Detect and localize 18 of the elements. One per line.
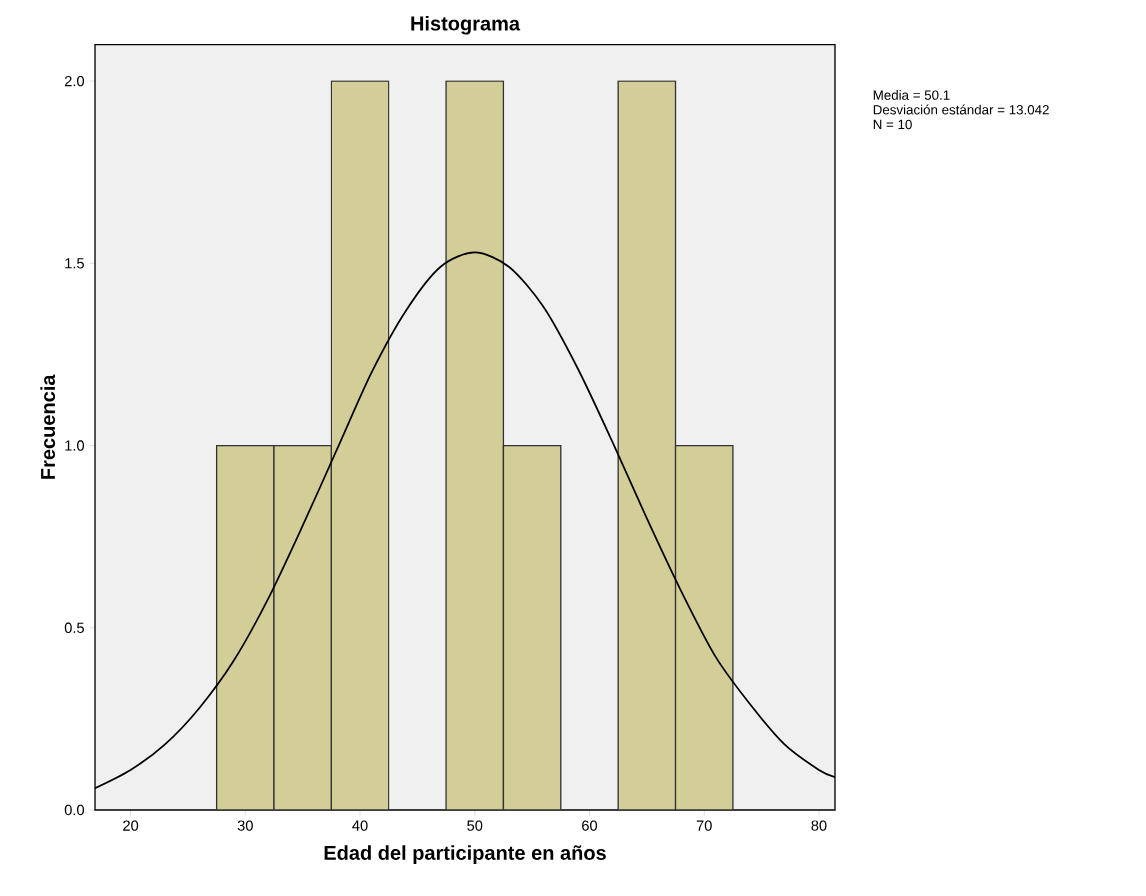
y-tick-label: 1.0	[65, 440, 85, 451]
y-tick-label: 0.5	[64, 622, 84, 633]
y-tick-label: 2.0	[64, 75, 85, 87]
x-tick-label: 40	[352, 820, 368, 831]
text: Desviación estándar = 13.042	[873, 104, 1049, 115]
y-axis-title: Frecuencia	[40, 374, 56, 479]
chart-title: Histograma	[411, 15, 521, 35]
y-tick-label: 0.0	[64, 804, 85, 816]
x-tick-label: 80	[811, 820, 827, 831]
x-tick-label: 30	[237, 820, 253, 831]
text: Media = 50.1	[873, 90, 950, 100]
x-axis-title: Edad del participante en años	[324, 845, 606, 864]
x-tick-label: 50	[467, 820, 483, 831]
y-tick-label: 1.5	[65, 258, 84, 269]
x-tick-label: 20	[123, 820, 139, 831]
x-tick-label: 60	[582, 820, 598, 831]
text: N = 10	[873, 119, 912, 130]
x-tick-label: 70	[696, 820, 712, 831]
